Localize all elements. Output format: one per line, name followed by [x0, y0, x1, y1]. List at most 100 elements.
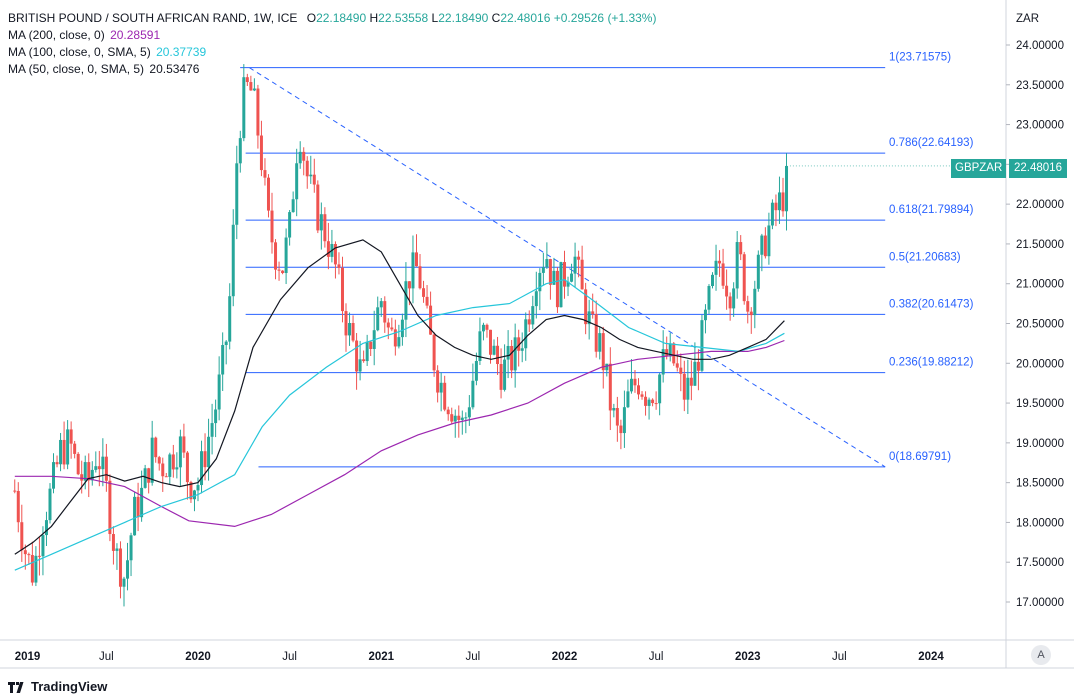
candle-body[interactable]	[665, 349, 669, 357]
candle-body[interactable]	[178, 436, 182, 468]
candle-body[interactable]	[591, 311, 595, 315]
candle-body[interactable]	[147, 468, 151, 483]
candle-body[interactable]	[62, 439, 66, 465]
candle-body[interactable]	[55, 462, 59, 465]
candle-body[interactable]	[161, 463, 165, 477]
candle-body[interactable]	[633, 378, 637, 386]
candle-body[interactable]	[157, 457, 161, 464]
candle-body[interactable]	[66, 429, 70, 465]
candle-body[interactable]	[538, 272, 542, 292]
candle-body[interactable]	[485, 324, 489, 330]
candle-body[interactable]	[281, 270, 285, 274]
candle-body[interactable]	[496, 345, 500, 365]
candle-body[interactable]	[443, 382, 447, 410]
candle-body[interactable]	[355, 340, 359, 372]
candle-body[interactable]	[756, 254, 760, 289]
candle-body[interactable]	[577, 256, 581, 260]
candle-body[interactable]	[221, 345, 225, 375]
candle-body[interactable]	[207, 436, 211, 468]
ma100-line[interactable]	[14, 279, 785, 571]
candle-body[interactable]	[696, 361, 700, 371]
candle-body[interactable]	[73, 443, 77, 454]
candle-body[interactable]	[563, 262, 566, 287]
candle-body[interactable]	[584, 289, 588, 325]
candle-body[interactable]	[637, 385, 641, 395]
candle-body[interactable]	[362, 359, 366, 362]
candle-body[interactable]	[570, 273, 574, 282]
candle-body[interactable]	[270, 210, 274, 243]
candle-body[interactable]	[770, 202, 774, 226]
candle-body[interactable]	[668, 343, 672, 357]
candle-body[interactable]	[305, 160, 309, 177]
candle-body[interactable]	[700, 320, 704, 371]
candle-body[interactable]	[210, 423, 214, 437]
candle-body[interactable]	[129, 535, 133, 561]
candle-body[interactable]	[122, 578, 126, 587]
candle-body[interactable]	[274, 242, 278, 270]
candle-body[interactable]	[534, 291, 538, 307]
candle-body[interactable]	[629, 378, 633, 392]
candle-body[interactable]	[238, 138, 242, 164]
candle-body[interactable]	[661, 349, 665, 375]
candle-body[interactable]	[481, 324, 485, 332]
candle-body[interactable]	[411, 252, 415, 289]
candle-body[interactable]	[358, 359, 362, 372]
candle-body[interactable]	[446, 409, 450, 415]
candle-body[interactable]	[298, 151, 302, 164]
candle-body[interactable]	[369, 341, 373, 349]
candle-body[interactable]	[777, 192, 781, 211]
candle-body[interactable]	[471, 380, 475, 408]
candle-body[interactable]	[76, 453, 80, 475]
candle-body[interactable]	[118, 548, 122, 587]
candle-body[interactable]	[245, 77, 249, 83]
candle-body[interactable]	[228, 296, 232, 342]
candle-body[interactable]	[679, 367, 683, 374]
candle-body[interactable]	[728, 296, 732, 309]
candle-body[interactable]	[746, 301, 750, 312]
candle-body[interactable]	[284, 237, 288, 274]
candle-body[interactable]	[340, 267, 344, 312]
candle-body[interactable]	[80, 474, 84, 481]
candle-body[interactable]	[474, 360, 478, 381]
candle-body[interactable]	[348, 323, 352, 336]
ma200-legend[interactable]: MA (200, close, 0) 20.28591	[8, 27, 656, 44]
candle-body[interactable]	[242, 77, 246, 139]
candle-body[interactable]	[309, 174, 313, 177]
candle-body[interactable]	[164, 476, 168, 478]
candle-body[interactable]	[488, 329, 492, 355]
candle-body[interactable]	[302, 151, 306, 161]
candle-body[interactable]	[714, 260, 718, 275]
candle-body[interactable]	[288, 212, 292, 238]
candle-body[interactable]	[555, 270, 559, 308]
candle-body[interactable]	[390, 327, 394, 330]
candle-body[interactable]	[749, 311, 753, 316]
candle-body[interactable]	[34, 555, 38, 583]
candle-body[interactable]	[774, 202, 778, 211]
candle-body[interactable]	[323, 214, 327, 242]
candle-body[interactable]	[689, 377, 693, 386]
candle-body[interactable]	[217, 374, 221, 410]
candle-body[interactable]	[492, 345, 496, 355]
candle-body[interactable]	[742, 254, 746, 302]
candle-body[interactable]	[108, 480, 112, 535]
candle-body[interactable]	[785, 165, 789, 212]
candle-body[interactable]	[351, 323, 355, 341]
candle-body[interactable]	[422, 288, 426, 297]
candle-body[interactable]	[527, 319, 531, 325]
candle-body[interactable]	[154, 437, 158, 458]
candle-body[interactable]	[541, 267, 545, 273]
candle-body[interactable]	[316, 184, 320, 231]
candle-body[interactable]	[69, 429, 73, 444]
candle-body[interactable]	[682, 373, 686, 400]
candle-body[interactable]	[524, 319, 528, 349]
candle-body[interactable]	[182, 436, 186, 453]
candle-body[interactable]	[739, 242, 743, 255]
candle-body[interactable]	[598, 333, 602, 352]
candle-body[interactable]	[732, 288, 736, 309]
candle-body[interactable]	[703, 309, 707, 321]
candle-body[interactable]	[478, 331, 482, 361]
candle-body[interactable]	[59, 439, 63, 465]
candle-body[interactable]	[192, 490, 196, 500]
candle-body[interactable]	[87, 462, 91, 481]
candle-body[interactable]	[619, 425, 623, 434]
